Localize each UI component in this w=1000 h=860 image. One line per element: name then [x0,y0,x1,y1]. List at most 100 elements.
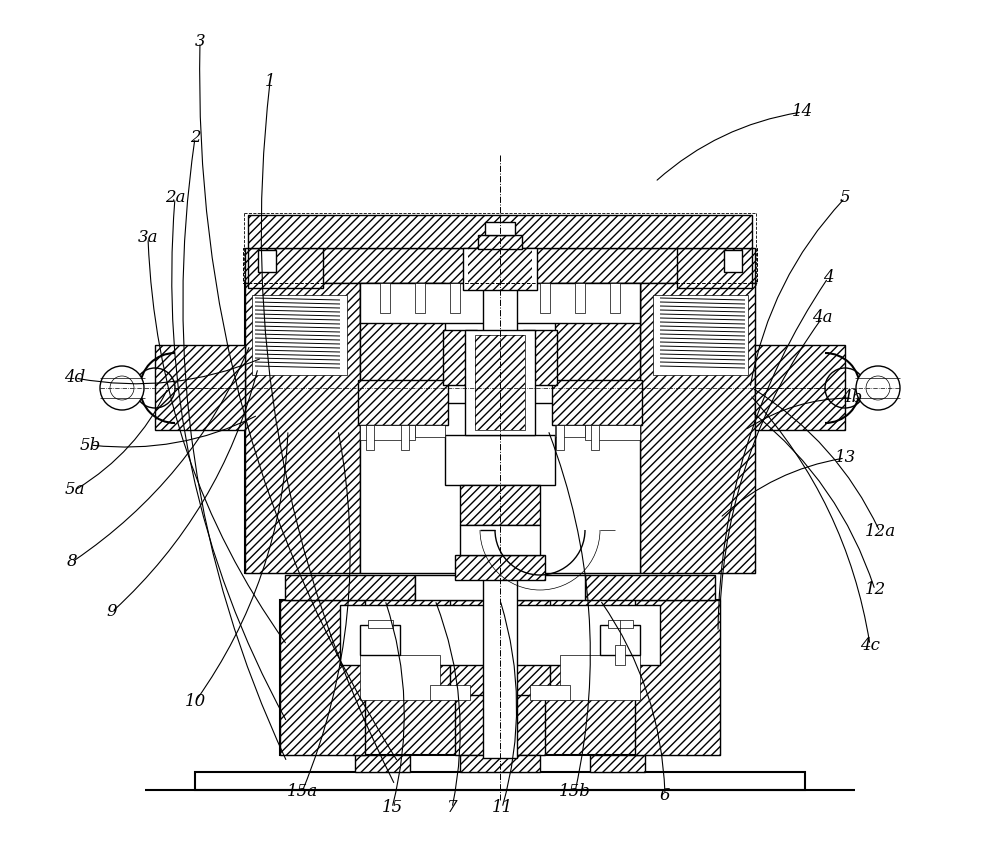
Bar [245,283,360,573]
Text: 2a: 2a [165,189,185,206]
Bar [755,345,845,430]
Bar [478,235,522,249]
Text: 4d: 4d [64,370,86,386]
Bar [590,755,645,772]
Bar [540,283,550,313]
Text: 5b: 5b [79,437,101,453]
Bar [248,248,323,288]
Bar [460,755,540,772]
Bar [523,330,557,385]
Text: 8: 8 [67,554,77,570]
Bar [340,605,660,665]
Bar [585,575,715,600]
Bar [640,283,755,573]
Bar [280,600,720,755]
Bar [463,248,537,290]
Bar [155,345,245,430]
Bar [360,625,400,655]
Bar [245,283,755,573]
Bar [415,283,425,313]
Bar [640,283,755,573]
Bar [468,248,532,290]
Text: 11: 11 [491,800,513,816]
Bar [555,425,585,437]
Bar [368,620,393,628]
Bar [243,248,757,283]
Circle shape [110,376,134,400]
Bar [248,215,752,248]
Bar [450,283,460,313]
Bar [355,755,410,772]
Bar [483,248,517,758]
Bar [360,403,640,573]
Bar [252,295,347,375]
Bar [366,425,374,450]
Bar [555,283,640,403]
Bar [530,685,570,700]
Text: 7: 7 [447,800,457,816]
Bar [455,690,545,755]
Text: 5a: 5a [65,482,85,499]
Circle shape [100,366,144,410]
Bar [285,575,415,600]
Bar [468,248,532,290]
Bar [460,485,540,525]
Bar [195,772,805,790]
Text: 10: 10 [184,693,206,710]
Bar [258,250,276,272]
Text: 15b: 15b [559,783,591,801]
Bar [590,755,645,772]
Bar [360,283,445,403]
Bar [591,425,599,450]
Bar [635,600,720,755]
Bar [401,425,409,450]
Text: 3: 3 [195,34,205,51]
Bar [285,575,415,600]
Bar [556,425,564,450]
Circle shape [866,376,890,400]
Bar [653,295,748,375]
Text: 14: 14 [791,103,813,120]
Bar [608,620,633,628]
Bar [552,380,642,425]
Bar [724,250,742,272]
Bar [358,380,448,425]
Bar [358,380,448,425]
Bar [460,755,540,772]
Bar [677,248,752,288]
Bar [560,655,640,700]
Bar [248,248,323,288]
Text: 13: 13 [834,450,856,466]
Text: 1: 1 [265,73,275,90]
Bar [460,525,540,555]
Bar [555,283,640,403]
Text: 15a: 15a [286,783,318,801]
Bar [245,248,755,283]
Bar [248,215,752,248]
Bar [575,283,585,313]
Text: 12a: 12a [864,524,896,540]
Bar [360,655,440,700]
Bar [155,345,245,430]
Bar [455,555,545,580]
Text: 12: 12 [864,581,886,599]
Text: 15: 15 [381,800,403,816]
Circle shape [856,366,900,410]
Bar [478,235,522,249]
Bar [450,600,550,695]
Bar [450,600,550,695]
Bar [677,248,752,288]
Text: 9: 9 [107,604,117,621]
Bar [465,330,535,435]
Bar [552,380,642,425]
Text: 2: 2 [190,130,200,146]
Bar [475,335,525,430]
Text: 4b: 4b [841,390,863,407]
Bar [455,555,545,580]
Bar [485,222,515,235]
Bar [360,283,500,323]
Bar [585,425,640,440]
Bar [358,380,448,425]
Bar [430,685,470,700]
Bar [380,283,390,313]
